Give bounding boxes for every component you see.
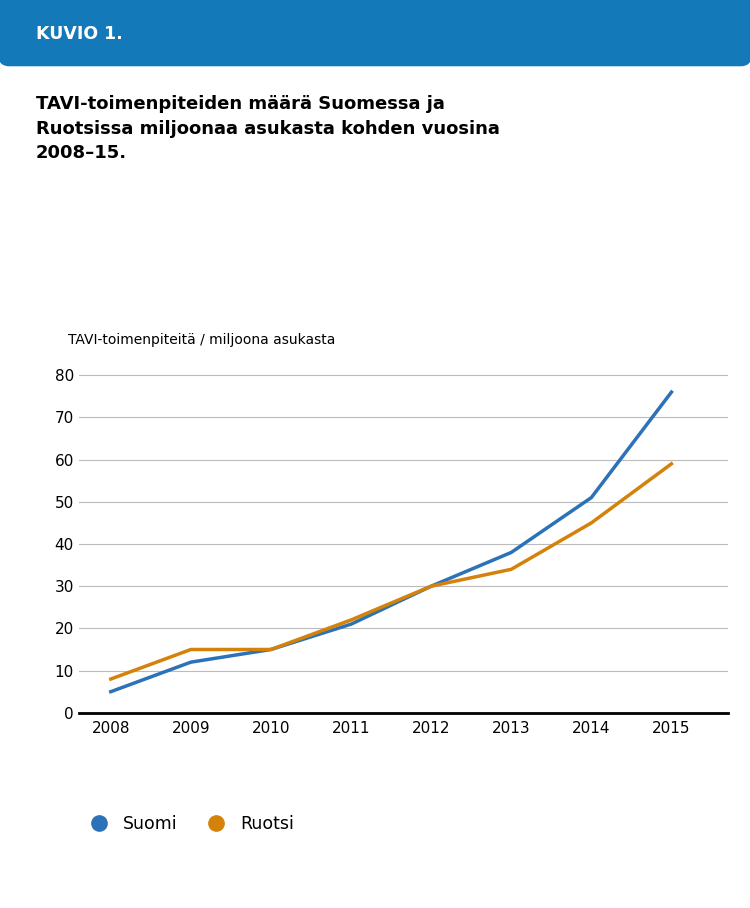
Legend: Suomi, Ruotsi: Suomi, Ruotsi	[74, 808, 301, 841]
Text: TAVI-toimenpiteiden määrä Suomessa ja
Ruotsissa miljoonaa asukasta kohden vuosin: TAVI-toimenpiteiden määrä Suomessa ja Ru…	[36, 95, 500, 162]
Text: TAVI-toimenpiteitä / miljoona asukasta: TAVI-toimenpiteitä / miljoona asukasta	[68, 333, 334, 347]
Text: KUVIO 1.: KUVIO 1.	[36, 25, 123, 43]
Bar	[9, 30, 741, 53]
FancyBboxPatch shape	[0, 0, 750, 66]
